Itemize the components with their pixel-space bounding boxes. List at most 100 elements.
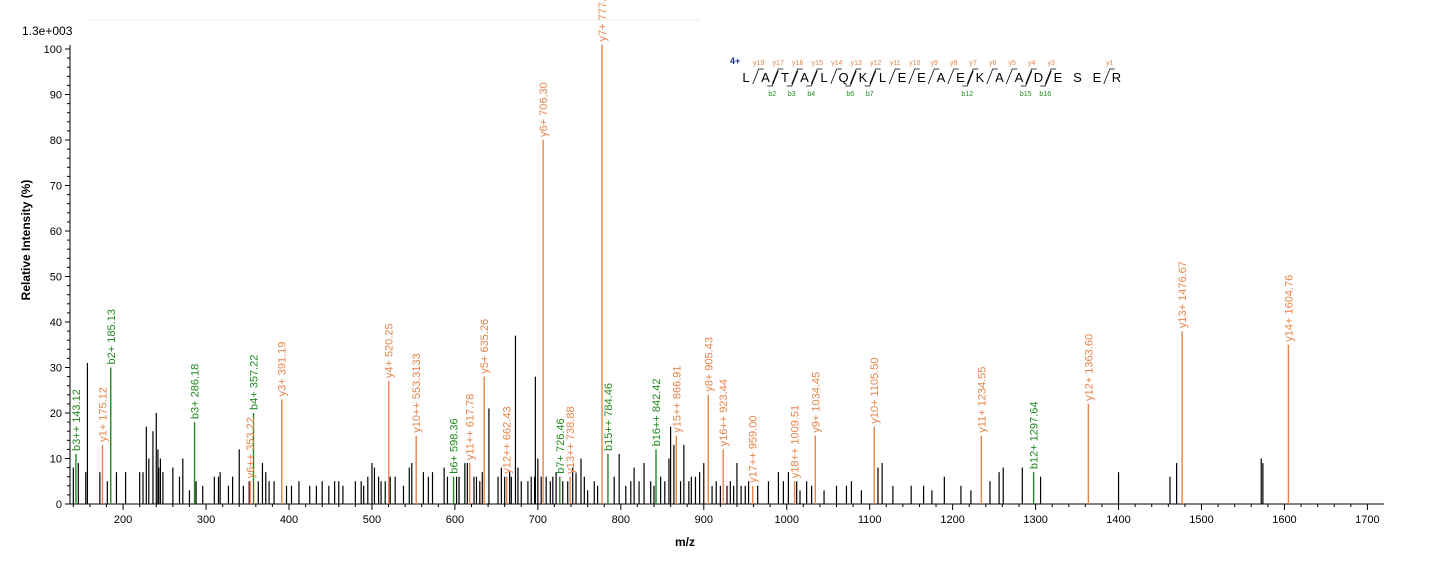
peak-labels: b3++ 143.12 y1+ 175.12 b2+ 185.13 b3+ 286.1… <box>71 0 1295 483</box>
b-fragment-marker <box>864 70 877 87</box>
peak-label-y: y1+ 175.12 <box>97 387 109 442</box>
y-fragment-marker <box>830 68 842 85</box>
b-fragment-marker <box>1020 70 1033 87</box>
peak-label-y: y8+ 905.43 <box>703 337 715 392</box>
b-fragment-marker <box>962 70 974 87</box>
x-tick-label: 1600 <box>1272 514 1296 526</box>
y-fragment-marker <box>771 68 784 85</box>
sequence-residue: E <box>1054 70 1063 85</box>
peak-label-y: y12++ 662.43 <box>502 406 514 473</box>
y-tick-label: 40 <box>50 317 62 329</box>
b-ion-tag: b3 <box>788 91 796 98</box>
x-tick-label: 600 <box>446 514 464 526</box>
y-fragment-marker <box>908 68 920 85</box>
y-fragment-marker <box>849 68 862 85</box>
y-tick-label: 90 <box>50 90 62 102</box>
peak-label-y: y3+ 391.19 <box>277 342 289 397</box>
b-ion-tag: b7 <box>866 91 874 98</box>
sequence-residue: A <box>995 70 1004 85</box>
b-fragment-marker <box>845 70 857 87</box>
y-fragment-marker <box>810 68 823 85</box>
sequence-residue: K <box>976 70 985 85</box>
x-tick-label: 1100 <box>858 514 882 526</box>
peak-label-b: b15++ 784.46 <box>603 383 615 451</box>
charge-state: 4+ <box>730 56 740 66</box>
sequence-residue: L <box>820 70 827 85</box>
x-tick-label: 800 <box>612 514 630 526</box>
x-tick-label: 1700 <box>1355 514 1379 526</box>
y-ion-tag: y17 <box>773 60 784 67</box>
y-tick-label: 80 <box>50 135 62 147</box>
b-ion-tag: b4 <box>807 91 815 98</box>
y-fragment-marker <box>888 68 901 85</box>
sequence-residue: A <box>1015 70 1024 85</box>
y-ion-tag: y10 <box>909 60 920 67</box>
peak-label-y: y14+ 1604.76 <box>1283 275 1295 342</box>
b-fragment-marker <box>767 70 779 87</box>
peak-label-y: y10++ 553.3133 <box>411 353 423 433</box>
x-tick-label: 700 <box>529 514 547 526</box>
peak-label-b: b12+ 1297.64 <box>1029 402 1041 470</box>
y-ion-tag: y11 <box>890 60 901 67</box>
peak-label-b: b4+ 357.22 <box>249 355 261 410</box>
y-tick-label: 50 <box>50 272 62 284</box>
sequence-residue: T <box>781 70 789 85</box>
y-ion-tag: y5 <box>1009 60 1017 67</box>
peak-label-y: y11++ 617.78 <box>465 394 477 460</box>
y-fragment-marker <box>869 68 881 85</box>
y-fragment-marker <box>947 68 959 85</box>
peak-label-y: y16++ 923.44 <box>718 379 730 446</box>
y-fragment-marker <box>1044 68 1057 85</box>
sequence-residue: D <box>1034 70 1043 85</box>
y-ion-tag: y4 <box>1028 60 1036 67</box>
peak-label-y: y17++ 959.00 <box>748 416 760 483</box>
peak-label-y: y6++ 353.22 <box>245 417 257 478</box>
y-ion-tag: y13 <box>851 60 862 67</box>
y-tick-label: 0 <box>56 499 62 511</box>
y-fragment-marker <box>1103 68 1115 85</box>
y-tick-label: 20 <box>50 408 62 420</box>
b-ion-tag: b15 <box>1020 91 1032 98</box>
sequence-residue: Q <box>838 70 848 85</box>
sequence-residue: R <box>1112 70 1121 85</box>
peaks <box>72 44 1290 504</box>
x-axis-title: m/z <box>675 535 695 549</box>
x-tick-label: 500 <box>363 514 381 526</box>
x-tick-label: 1000 <box>774 514 798 526</box>
x-tick-label: 1400 <box>1106 514 1130 526</box>
scale-label: 1.3e+003 <box>22 24 73 38</box>
peak-label-b: b7+ 726.46 <box>555 418 567 473</box>
peak-label-y: y6+ 706.30 <box>538 82 550 137</box>
y-tick-label: 10 <box>50 454 62 466</box>
y-tick-label: 60 <box>50 226 62 238</box>
sequence-residue: L <box>879 70 886 85</box>
peak-label-y: y7+ 777.33 <box>597 0 609 41</box>
y-ion-tag: y12 <box>870 60 881 67</box>
sequence-residue: E <box>898 70 907 85</box>
peak-label-y: y5+ 635.26 <box>479 319 491 374</box>
y-fragment-marker <box>791 68 803 85</box>
x-tick-label: 200 <box>114 514 132 526</box>
peak-label-y: y9+ 1034.45 <box>810 372 822 433</box>
y-ion-tag: y15 <box>812 60 823 67</box>
y-ion-tag: y16 <box>792 60 803 67</box>
b-ion-tag: b16 <box>1039 91 1051 98</box>
sequence-residue: S <box>1073 70 1082 85</box>
peak-label-y: y11+ 1234.55 <box>976 367 988 433</box>
x-tick-label: 300 <box>197 514 215 526</box>
y-fragment-marker <box>927 68 940 85</box>
y-tick-label: 30 <box>50 363 62 375</box>
x-tick-label: 400 <box>280 514 298 526</box>
y-fragment-marker <box>966 68 979 85</box>
sequence-residue: E <box>1093 70 1102 85</box>
peak-label-b: b2+ 185.13 <box>106 309 118 364</box>
y-fragment-marker <box>1005 68 1018 85</box>
peak-label-y: y15++ 866.91 <box>671 365 683 432</box>
x-tick-label: 1500 <box>1189 514 1213 526</box>
b-fragment-marker <box>786 70 799 87</box>
y-ion-tag: y7 <box>970 60 978 67</box>
axes: 0 10 20 30 40 50 60 70 80 90 100 200 300 400 500 600 700… <box>44 19 1384 526</box>
sequence-residue: A <box>937 70 946 85</box>
